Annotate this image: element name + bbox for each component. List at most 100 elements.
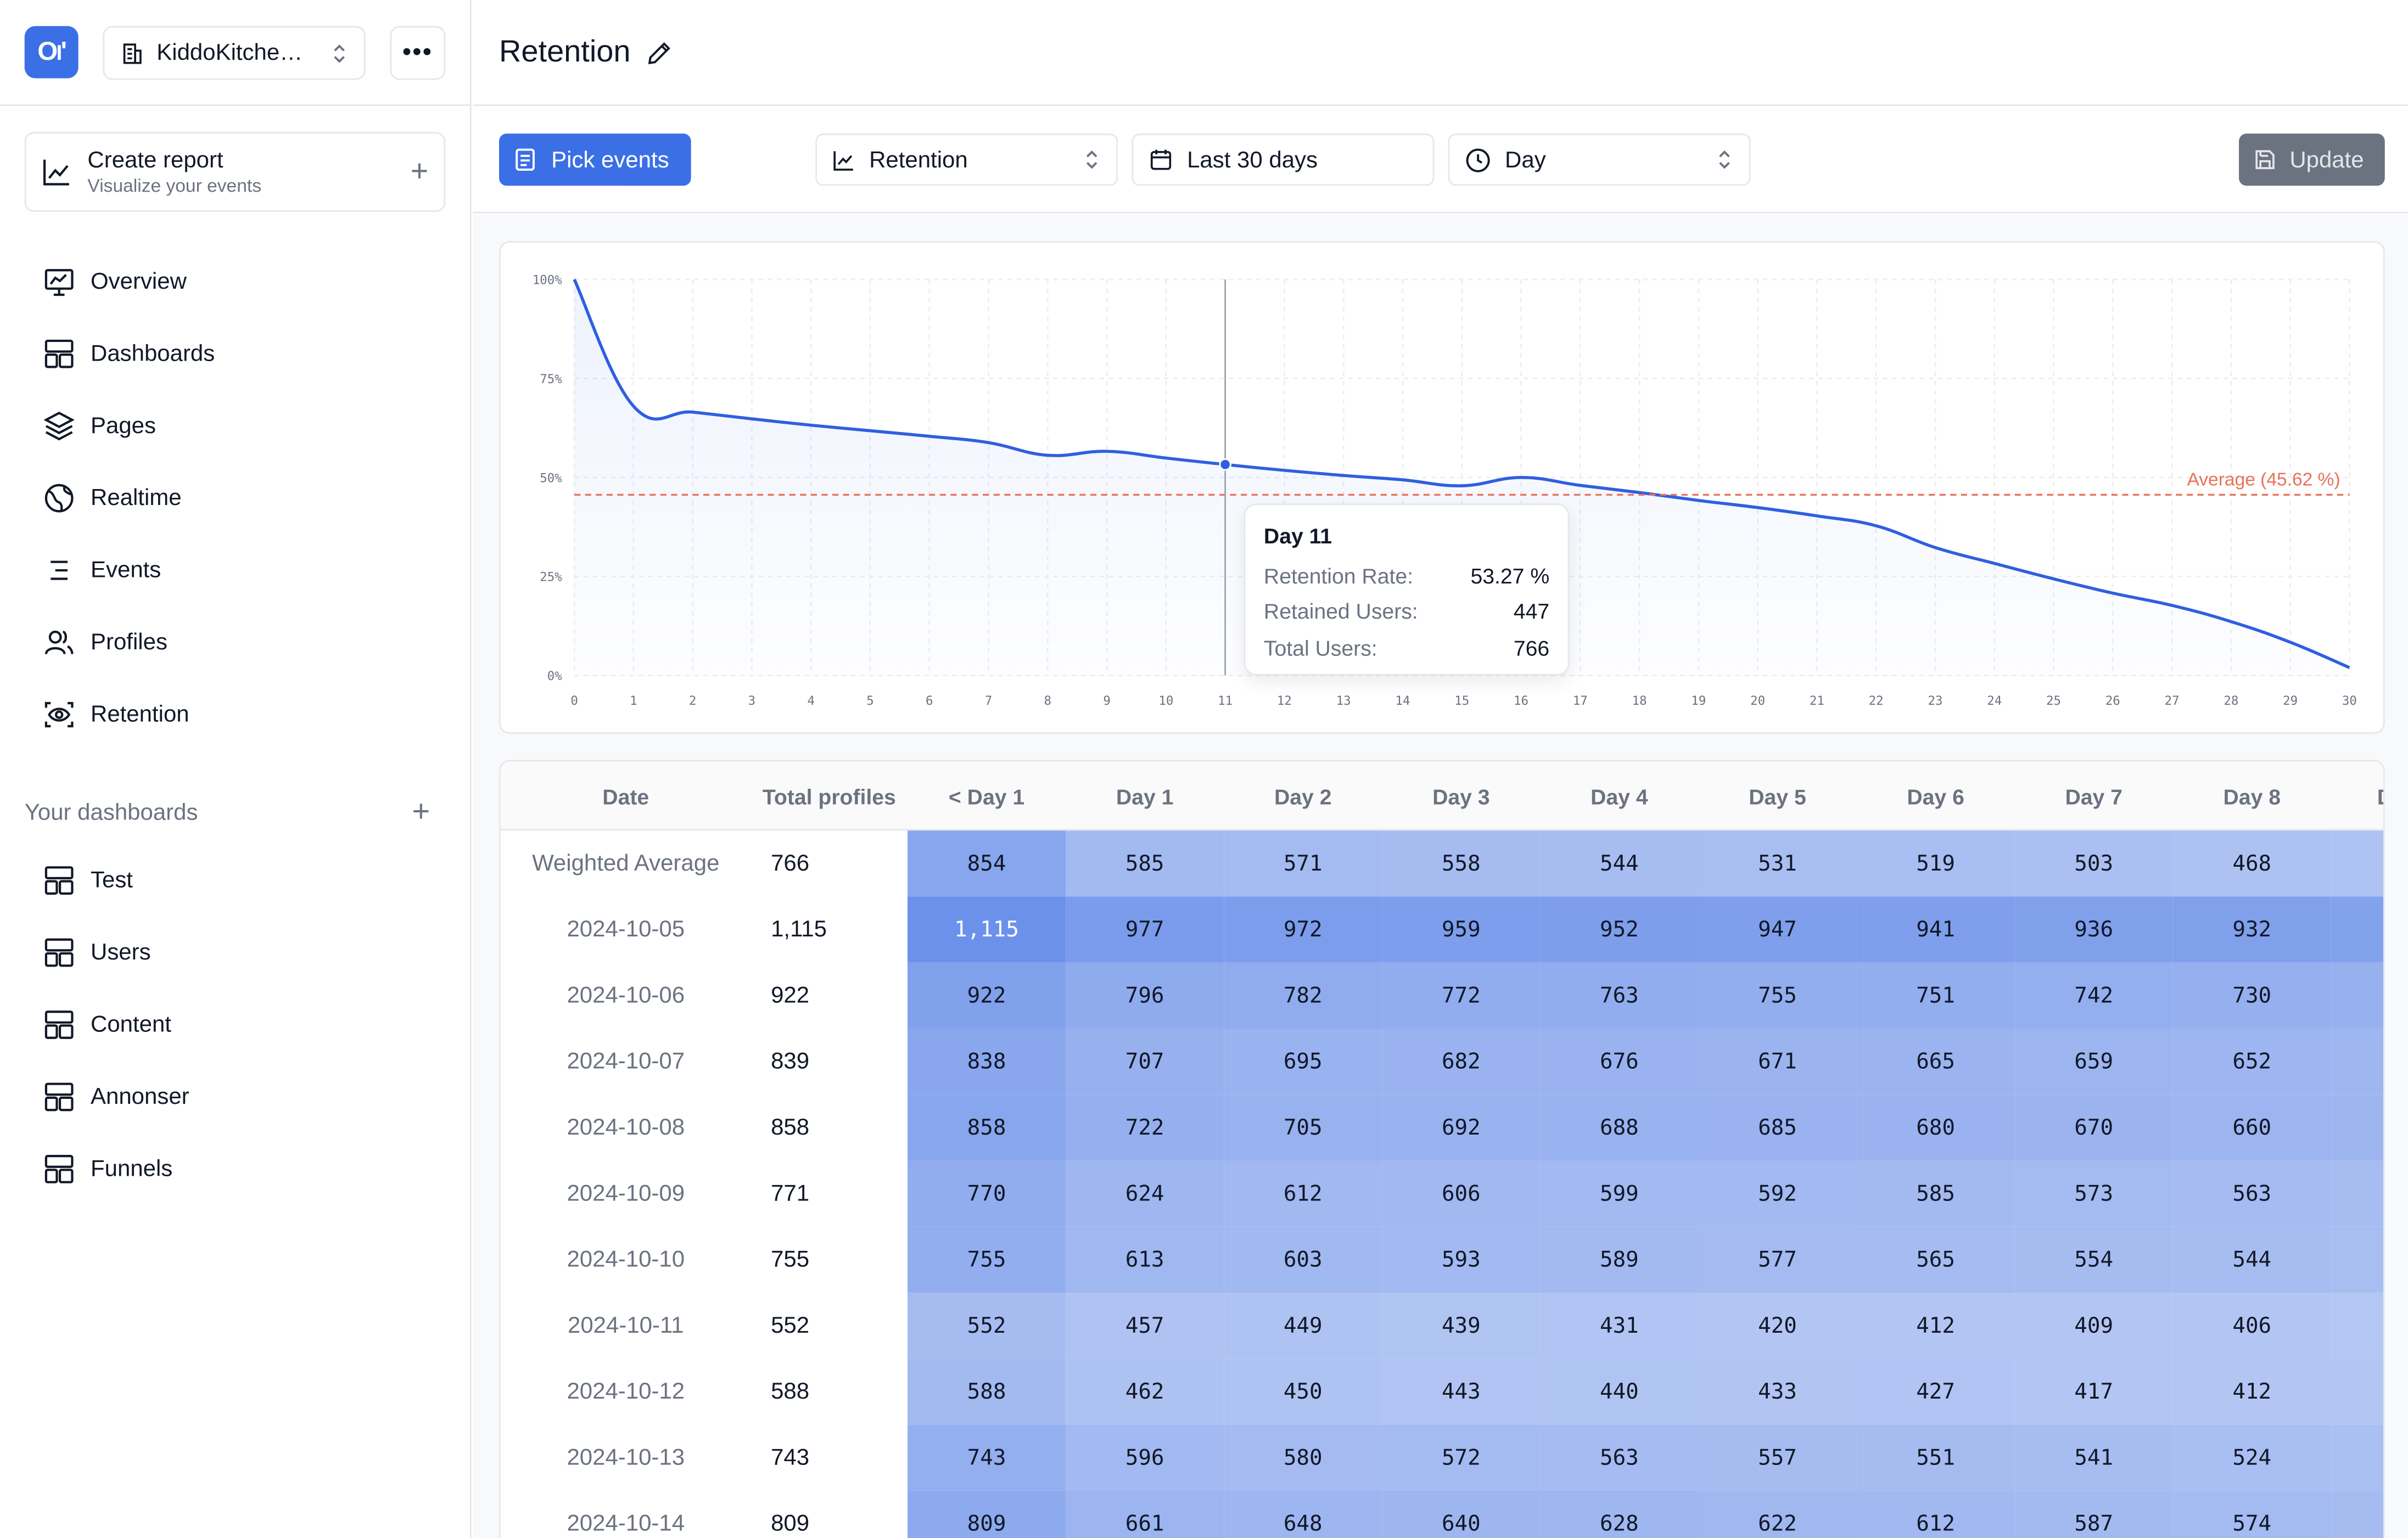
retention-cell[interactable]: 541 xyxy=(2014,1424,2173,1491)
retention-cell[interactable]: 427 xyxy=(1856,1359,2015,1425)
column-header[interactable]: Day 5 xyxy=(1749,783,1806,809)
retention-cell[interactable]: 695 xyxy=(1224,1028,1382,1095)
retention-cell[interactable]: 742 xyxy=(2014,962,2173,1029)
dashboard-item-users[interactable]: Users xyxy=(43,934,151,970)
table-row[interactable]: 2024-10-08 858 858 722 705 692 688 685 680 670 660 xyxy=(501,1094,2383,1161)
retention-cell[interactable]: 531 xyxy=(1698,830,1857,897)
retention-cell[interactable]: 565 xyxy=(1856,1226,2015,1293)
retention-cell[interactable]: 652 xyxy=(2172,1028,2331,1095)
retention-cell[interactable]: 420 xyxy=(1698,1293,1857,1359)
retention-cell[interactable]: 450 xyxy=(1224,1359,1382,1425)
retention-cell[interactable]: 730 xyxy=(2172,962,2331,1029)
retention-cell[interactable]: 412 xyxy=(2172,1359,2331,1425)
pick-events-button[interactable]: Pick events xyxy=(499,133,691,186)
retention-cell[interactable]: 936 xyxy=(2014,896,2173,963)
table-row[interactable]: 2024-10-14 809 809 661 648 640 628 622 612 587 574 xyxy=(501,1490,2383,1538)
retention-cell[interactable]: 854 xyxy=(908,830,1066,897)
date-range-select[interactable]: Last 30 days xyxy=(1132,133,1435,186)
retention-cell[interactable]: 558 xyxy=(1382,830,1541,897)
retention-cell[interactable]: 661 xyxy=(1066,1490,1224,1538)
column-header[interactable]: D xyxy=(2331,761,2383,830)
retention-cell[interactable]: 972 xyxy=(1224,896,1382,963)
retention-cell[interactable]: 705 xyxy=(1224,1094,1382,1161)
retention-cell[interactable]: 596 xyxy=(1066,1424,1224,1491)
retention-cell[interactable]: 588 xyxy=(908,1359,1066,1425)
retention-cell[interactable]: 571 xyxy=(1224,830,1382,897)
retention-cell[interactable]: 431 xyxy=(1540,1293,1699,1359)
retention-cell[interactable]: 977 xyxy=(1066,896,1224,963)
retention-cell[interactable]: 563 xyxy=(2172,1160,2331,1227)
retention-cell[interactable]: 544 xyxy=(1540,830,1699,897)
retention-cell[interactable]: 406 xyxy=(2172,1293,2331,1359)
retention-cell[interactable]: 439 xyxy=(1382,1293,1541,1359)
retention-cell[interactable]: 628 xyxy=(1540,1490,1699,1538)
retention-cell[interactable]: 682 xyxy=(1382,1028,1541,1095)
column-header[interactable]: Date xyxy=(602,783,649,809)
retention-cell[interactable]: 409 xyxy=(2014,1293,2173,1359)
table-row[interactable]: Weighted Average 766 854 585 571 558 544 531 519… xyxy=(501,830,2383,897)
retention-cell[interactable]: 796 xyxy=(1066,962,1224,1029)
retention-cell[interactable]: 707 xyxy=(1066,1028,1224,1095)
retention-cell[interactable]: 580 xyxy=(1224,1424,1382,1491)
retention-cell[interactable]: 449 xyxy=(1224,1293,1382,1359)
retention-cell[interactable]: 743 xyxy=(908,1424,1066,1491)
retention-cell[interactable]: 440 xyxy=(1540,1359,1699,1425)
table-row[interactable]: 2024-10-12 588 588 462 450 443 440 433 427 417 412 xyxy=(501,1359,2383,1425)
retention-cell[interactable]: 593 xyxy=(1382,1226,1541,1293)
retention-cell[interactable]: 554 xyxy=(2014,1226,2173,1293)
column-header[interactable]: Day 6 xyxy=(1907,783,1964,809)
column-header[interactable]: Day 7 xyxy=(2065,783,2123,809)
nav-item-realtime[interactable]: Realtime xyxy=(43,479,182,516)
retention-cell[interactable]: 552 xyxy=(908,1293,1066,1359)
retention-cell[interactable]: 858 xyxy=(908,1094,1066,1161)
dashboard-item-annonser[interactable]: Annonser xyxy=(43,1077,189,1114)
update-button[interactable]: Update xyxy=(2239,133,2385,186)
retention-cell[interactable]: 417 xyxy=(2014,1359,2173,1425)
retention-cell[interactable]: 624 xyxy=(1066,1160,1224,1227)
more-options-button[interactable]: ••• xyxy=(390,26,446,80)
retention-cell[interactable]: 660 xyxy=(2172,1094,2331,1161)
retention-cell[interactable]: 557 xyxy=(1698,1424,1857,1491)
table-row[interactable]: 2024-10-11 552 552 457 449 439 431 420 412 409 406 xyxy=(501,1293,2383,1359)
create-report-button[interactable]: Create report Visualize your events + xyxy=(24,132,446,212)
retention-line[interactable] xyxy=(573,278,2350,669)
pencil-icon[interactable] xyxy=(646,39,672,65)
table-row[interactable]: 2024-10-13 743 743 596 580 572 563 557 551 541 524 xyxy=(501,1424,2383,1491)
retention-cell[interactable]: 782 xyxy=(1224,962,1382,1029)
dashboard-item-funnels[interactable]: Funnels xyxy=(43,1150,172,1187)
retention-cell[interactable]: 1,115 xyxy=(908,896,1066,963)
retention-cell[interactable]: 755 xyxy=(908,1226,1066,1293)
column-header[interactable]: Day 1 xyxy=(1116,783,1174,809)
table-row[interactable]: 2024-10-06 922 922 796 782 772 763 755 751 742 730 xyxy=(501,962,2383,1029)
retention-cell[interactable]: 692 xyxy=(1382,1094,1541,1161)
chart-type-select[interactable]: Retention xyxy=(815,133,1118,186)
retention-cell[interactable]: 468 xyxy=(2172,830,2331,897)
retention-cell[interactable]: 640 xyxy=(1382,1490,1541,1538)
retention-cell[interactable]: 563 xyxy=(1540,1424,1699,1491)
interval-select[interactable]: Day xyxy=(1448,133,1751,186)
retention-cell[interactable]: 587 xyxy=(2014,1490,2173,1538)
nav-item-retention[interactable]: Retention xyxy=(43,695,189,732)
retention-cell[interactable]: 680 xyxy=(1856,1094,2015,1161)
retention-cell[interactable]: 544 xyxy=(2172,1226,2331,1293)
column-header[interactable]: Day 3 xyxy=(1432,783,1490,809)
retention-cell[interactable]: 573 xyxy=(2014,1160,2173,1227)
nav-item-pages[interactable]: Pages xyxy=(43,407,156,444)
column-header[interactable]: < Day 1 xyxy=(948,783,1025,809)
column-header[interactable]: Day 8 xyxy=(2223,783,2281,809)
retention-cell[interactable]: 722 xyxy=(1066,1094,1224,1161)
retention-cell[interactable]: 574 xyxy=(2172,1490,2331,1538)
retention-cell[interactable]: 585 xyxy=(1066,830,1224,897)
retention-cell[interactable]: 462 xyxy=(1066,1359,1224,1425)
retention-cell[interactable]: 457 xyxy=(1066,1293,1224,1359)
retention-cell[interactable]: 763 xyxy=(1540,962,1699,1029)
table-row[interactable]: 2024-10-07 839 838 707 695 682 676 671 665 659 652 xyxy=(501,1028,2383,1095)
retention-cell[interactable]: 676 xyxy=(1540,1028,1699,1095)
retention-cell[interactable]: 772 xyxy=(1382,962,1541,1029)
dashboard-item-content[interactable]: Content xyxy=(43,1006,171,1042)
table-row[interactable]: 2024-10-10 755 755 613 603 593 589 577 565 554 544 xyxy=(501,1226,2383,1293)
retention-cell[interactable]: 589 xyxy=(1540,1226,1699,1293)
retention-cell[interactable]: 809 xyxy=(908,1490,1066,1538)
nav-item-profiles[interactable]: Profiles xyxy=(43,624,167,660)
retention-cell[interactable]: 577 xyxy=(1698,1226,1857,1293)
